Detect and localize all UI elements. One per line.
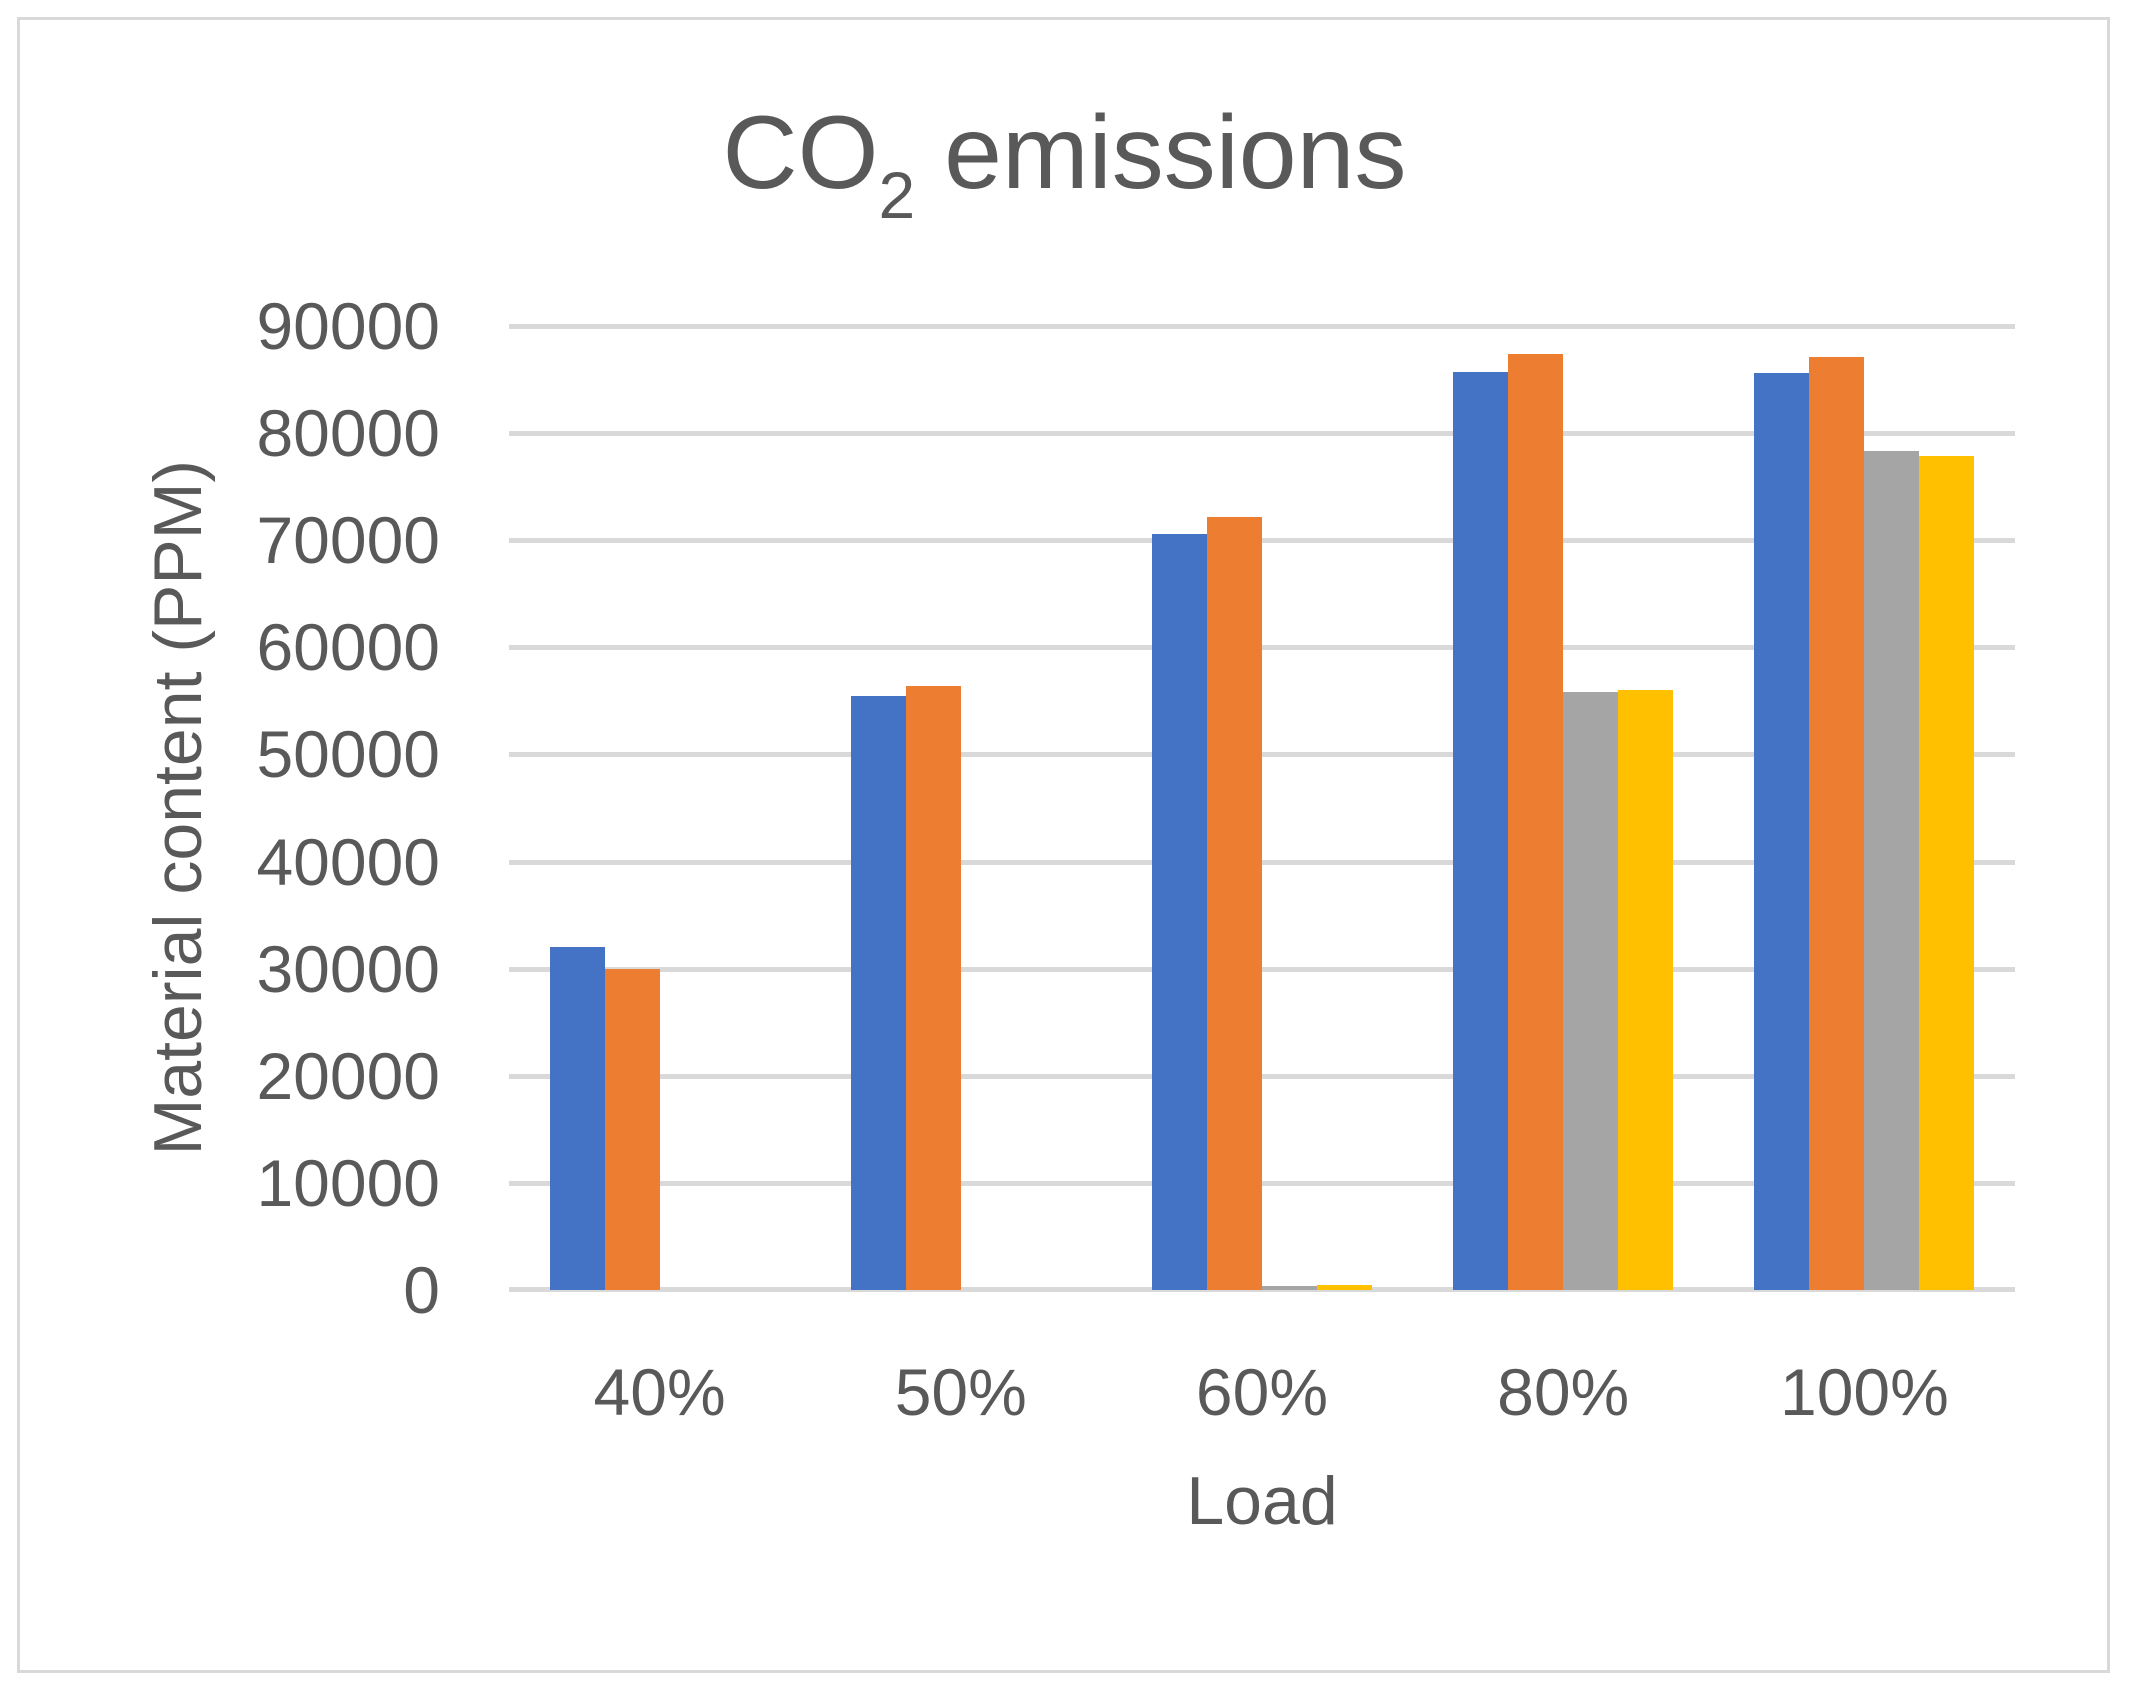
- y-tick-label-0: 0: [403, 1253, 440, 1327]
- y-tick-label-40000: 40000: [256, 824, 440, 899]
- y-tick-label-70000: 70000: [256, 503, 440, 578]
- bar-blue-100%: [1754, 373, 1810, 1290]
- x-category-label-40%: 40%: [593, 1355, 726, 1429]
- bar-orange-60%: [1207, 516, 1262, 1290]
- bar-orange-50%: [905, 685, 961, 1290]
- bar-blue-40%: [549, 947, 605, 1290]
- bar-gray-60%: [1262, 1285, 1317, 1290]
- bar-group-100%: [1714, 326, 2015, 1290]
- bar-yellow-60%: [1317, 1284, 1372, 1290]
- chart-title: CO2 emissions: [0, 95, 2129, 232]
- y-axis-title: Material content (PPM): [138, 326, 218, 1290]
- bar-group-40%: [509, 326, 810, 1290]
- y-tick-label-80000: 80000: [256, 396, 440, 471]
- x-axis-title: Load: [1186, 1463, 1338, 1539]
- bar-blue-80%: [1453, 372, 1509, 1290]
- bar-gray-80%: [1563, 692, 1619, 1290]
- chart-title-rest: emissions: [915, 95, 1407, 211]
- chart-title-main: CO: [722, 95, 879, 211]
- bar-blue-50%: [850, 695, 906, 1290]
- gridline-10000: [509, 1180, 2015, 1186]
- y-tick-label-10000: 10000: [256, 1145, 440, 1220]
- y-tick-label-50000: 50000: [256, 717, 440, 792]
- gridline-80000: [509, 431, 2015, 437]
- bar-group-60%: [1111, 326, 1412, 1290]
- x-category-label-100%: 100%: [1779, 1355, 1949, 1429]
- bar-orange-80%: [1508, 353, 1564, 1290]
- gridline-40000: [509, 859, 2015, 865]
- gridline-90000: [509, 324, 2015, 329]
- y-tick-label-30000: 30000: [256, 931, 440, 1006]
- y-tick-label-90000: 90000: [256, 289, 440, 363]
- x-category-label-60%: 60%: [1195, 1355, 1329, 1429]
- bar-yellow-80%: [1618, 690, 1674, 1290]
- gridline-60000: [509, 645, 2015, 651]
- bar-gray-100%: [1864, 451, 1920, 1290]
- bars-layer: [509, 326, 2015, 1290]
- bar-group-80%: [1413, 326, 1714, 1290]
- plot-area: [509, 324, 2015, 1292]
- bar-blue-60%: [1152, 533, 1207, 1290]
- chart-title-subscript: 2: [878, 158, 916, 232]
- gridline-30000: [509, 966, 2015, 972]
- y-tick-label-20000: 20000: [256, 1038, 440, 1113]
- y-tick-label-60000: 60000: [256, 610, 440, 685]
- bar-orange-100%: [1809, 357, 1865, 1290]
- bar-yellow-100%: [1919, 455, 1975, 1290]
- bar-group-50%: [810, 326, 1111, 1290]
- gridline-50000: [509, 752, 2015, 758]
- gridline-20000: [509, 1073, 2015, 1079]
- x-category-label-50%: 50%: [894, 1355, 1027, 1429]
- x-category-label-80%: 80%: [1497, 1355, 1630, 1429]
- gridline-70000: [509, 538, 2015, 544]
- bar-orange-40%: [604, 968, 660, 1290]
